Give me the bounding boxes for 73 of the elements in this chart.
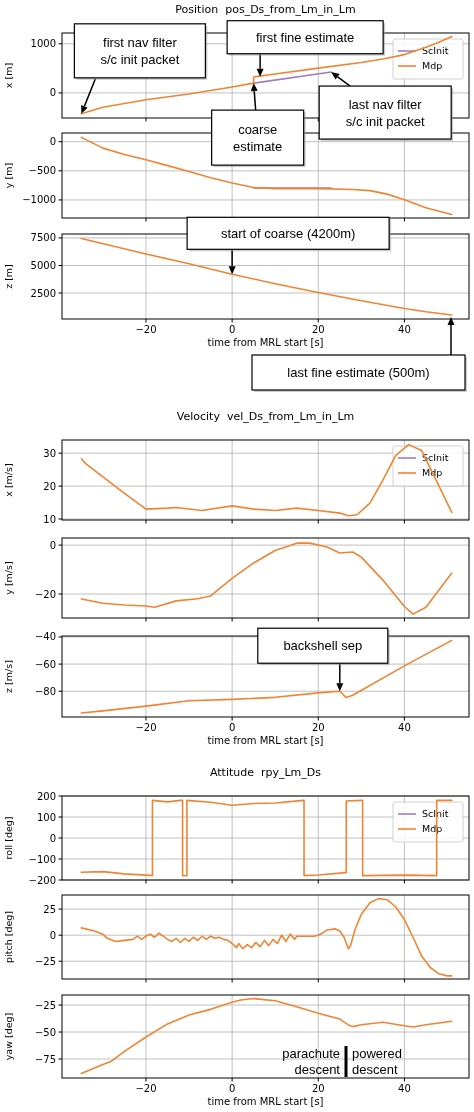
y-tick-label: −50 [34, 1026, 56, 1038]
x-tick-label: 40 [398, 324, 411, 335]
x-axis-title: time from MRL start [s] [207, 735, 324, 746]
line-series [80, 639, 453, 714]
line-series [80, 897, 453, 977]
x-tick-label: 20 [311, 722, 325, 733]
y-axis-title: roll [deg] [3, 816, 14, 860]
y-tick-label: −75 [34, 1053, 56, 1065]
y-tick-label: −25 [34, 999, 56, 1011]
y-axis-title: x [m/s] [3, 463, 14, 497]
x-tick-label: 0 [228, 722, 236, 733]
y-tick-label: 7500 [30, 232, 56, 244]
x-tick-label: 0 [228, 324, 236, 335]
annotation: first fine estimate [255, 29, 355, 45]
x-tick-label: −20 [135, 1083, 157, 1094]
y-tick-label: 30 [43, 447, 56, 459]
legend-label: ScInit [422, 45, 449, 57]
y-tick-label: −25 [34, 955, 56, 967]
text: last fine estimate (500m) [287, 365, 430, 381]
annotation: backshell sep [283, 638, 363, 654]
annotation: powered descent [352, 1045, 402, 1077]
line-series [80, 35, 453, 115]
x-tick-label: −20 [135, 722, 157, 733]
y-axis-title: y [m] [3, 162, 14, 189]
y-tick-label: −20 [34, 588, 56, 600]
annotation: parachute descent [282, 1045, 341, 1077]
x-axis-title: time from MRL start [s] [207, 337, 324, 348]
y-tick-label: 25 [43, 903, 56, 915]
line-series [80, 799, 453, 877]
y-tick-label: −100 [28, 853, 56, 865]
x-tick-label: 40 [398, 1083, 411, 1094]
y-tick-label: 0 [49, 87, 56, 99]
x-axis-title: time from MRL start [s] [207, 1096, 324, 1107]
y-tick-label: 20 [43, 480, 56, 492]
y-tick-label: 0 [49, 832, 56, 844]
x-tick-label: −20 [135, 324, 157, 335]
y-axis-title: y [m/s] [3, 561, 14, 595]
x-tick-label: 20 [311, 1083, 325, 1094]
y-tick-label: 0 [49, 929, 56, 941]
chart-title: Attitude rpy_Lm_Ds [209, 766, 322, 779]
x-tick-label: 20 [311, 324, 325, 335]
line-series [80, 136, 453, 216]
y-tick-label: −80 [34, 685, 56, 697]
y-axis-title: z [m] [3, 264, 14, 289]
y-axis-title: pitch [deg] [3, 911, 14, 963]
y-tick-label: −200 [28, 874, 56, 886]
y-tick-label: 5000 [30, 259, 56, 271]
y-tick-label: −1000 [22, 194, 56, 206]
annotation: start of coarse (4200m) [220, 225, 356, 241]
annotation: first nav filter s/c init packet [100, 34, 180, 67]
y-tick-label: 2500 [30, 287, 56, 299]
y-tick-label: 100 [36, 811, 56, 823]
chart-title: Position pos_Ds_from_Lm_in_Lm [175, 3, 356, 16]
annotation: last nav filter s/c init packet [345, 96, 425, 129]
y-tick-label: 0 [49, 136, 56, 148]
y-axis-title: x [m] [3, 62, 14, 89]
x-tick-label: 0 [228, 1083, 236, 1094]
line-series [80, 443, 453, 517]
y-tick-label: 0 [49, 539, 56, 551]
y-tick-label: 10 [43, 513, 56, 525]
x-tick-label: 40 [398, 722, 411, 733]
y-axis-title: yaw [deg] [3, 1012, 14, 1061]
annotation: coarse estimate [233, 121, 283, 154]
line-series [80, 997, 453, 1075]
y-tick-label: 1000 [30, 38, 56, 50]
line-series [80, 542, 453, 615]
y-axis-title: z [m/s] [3, 660, 14, 693]
chart-title: Velocity vel_Ds_from_Lm_in_Lm [176, 410, 355, 423]
legend-label: Mdp [422, 60, 443, 72]
y-tick-label: −500 [28, 165, 56, 177]
y-tick-label: 200 [36, 790, 56, 802]
y-tick-label: −40 [34, 631, 56, 643]
y-tick-label: −60 [34, 658, 56, 670]
